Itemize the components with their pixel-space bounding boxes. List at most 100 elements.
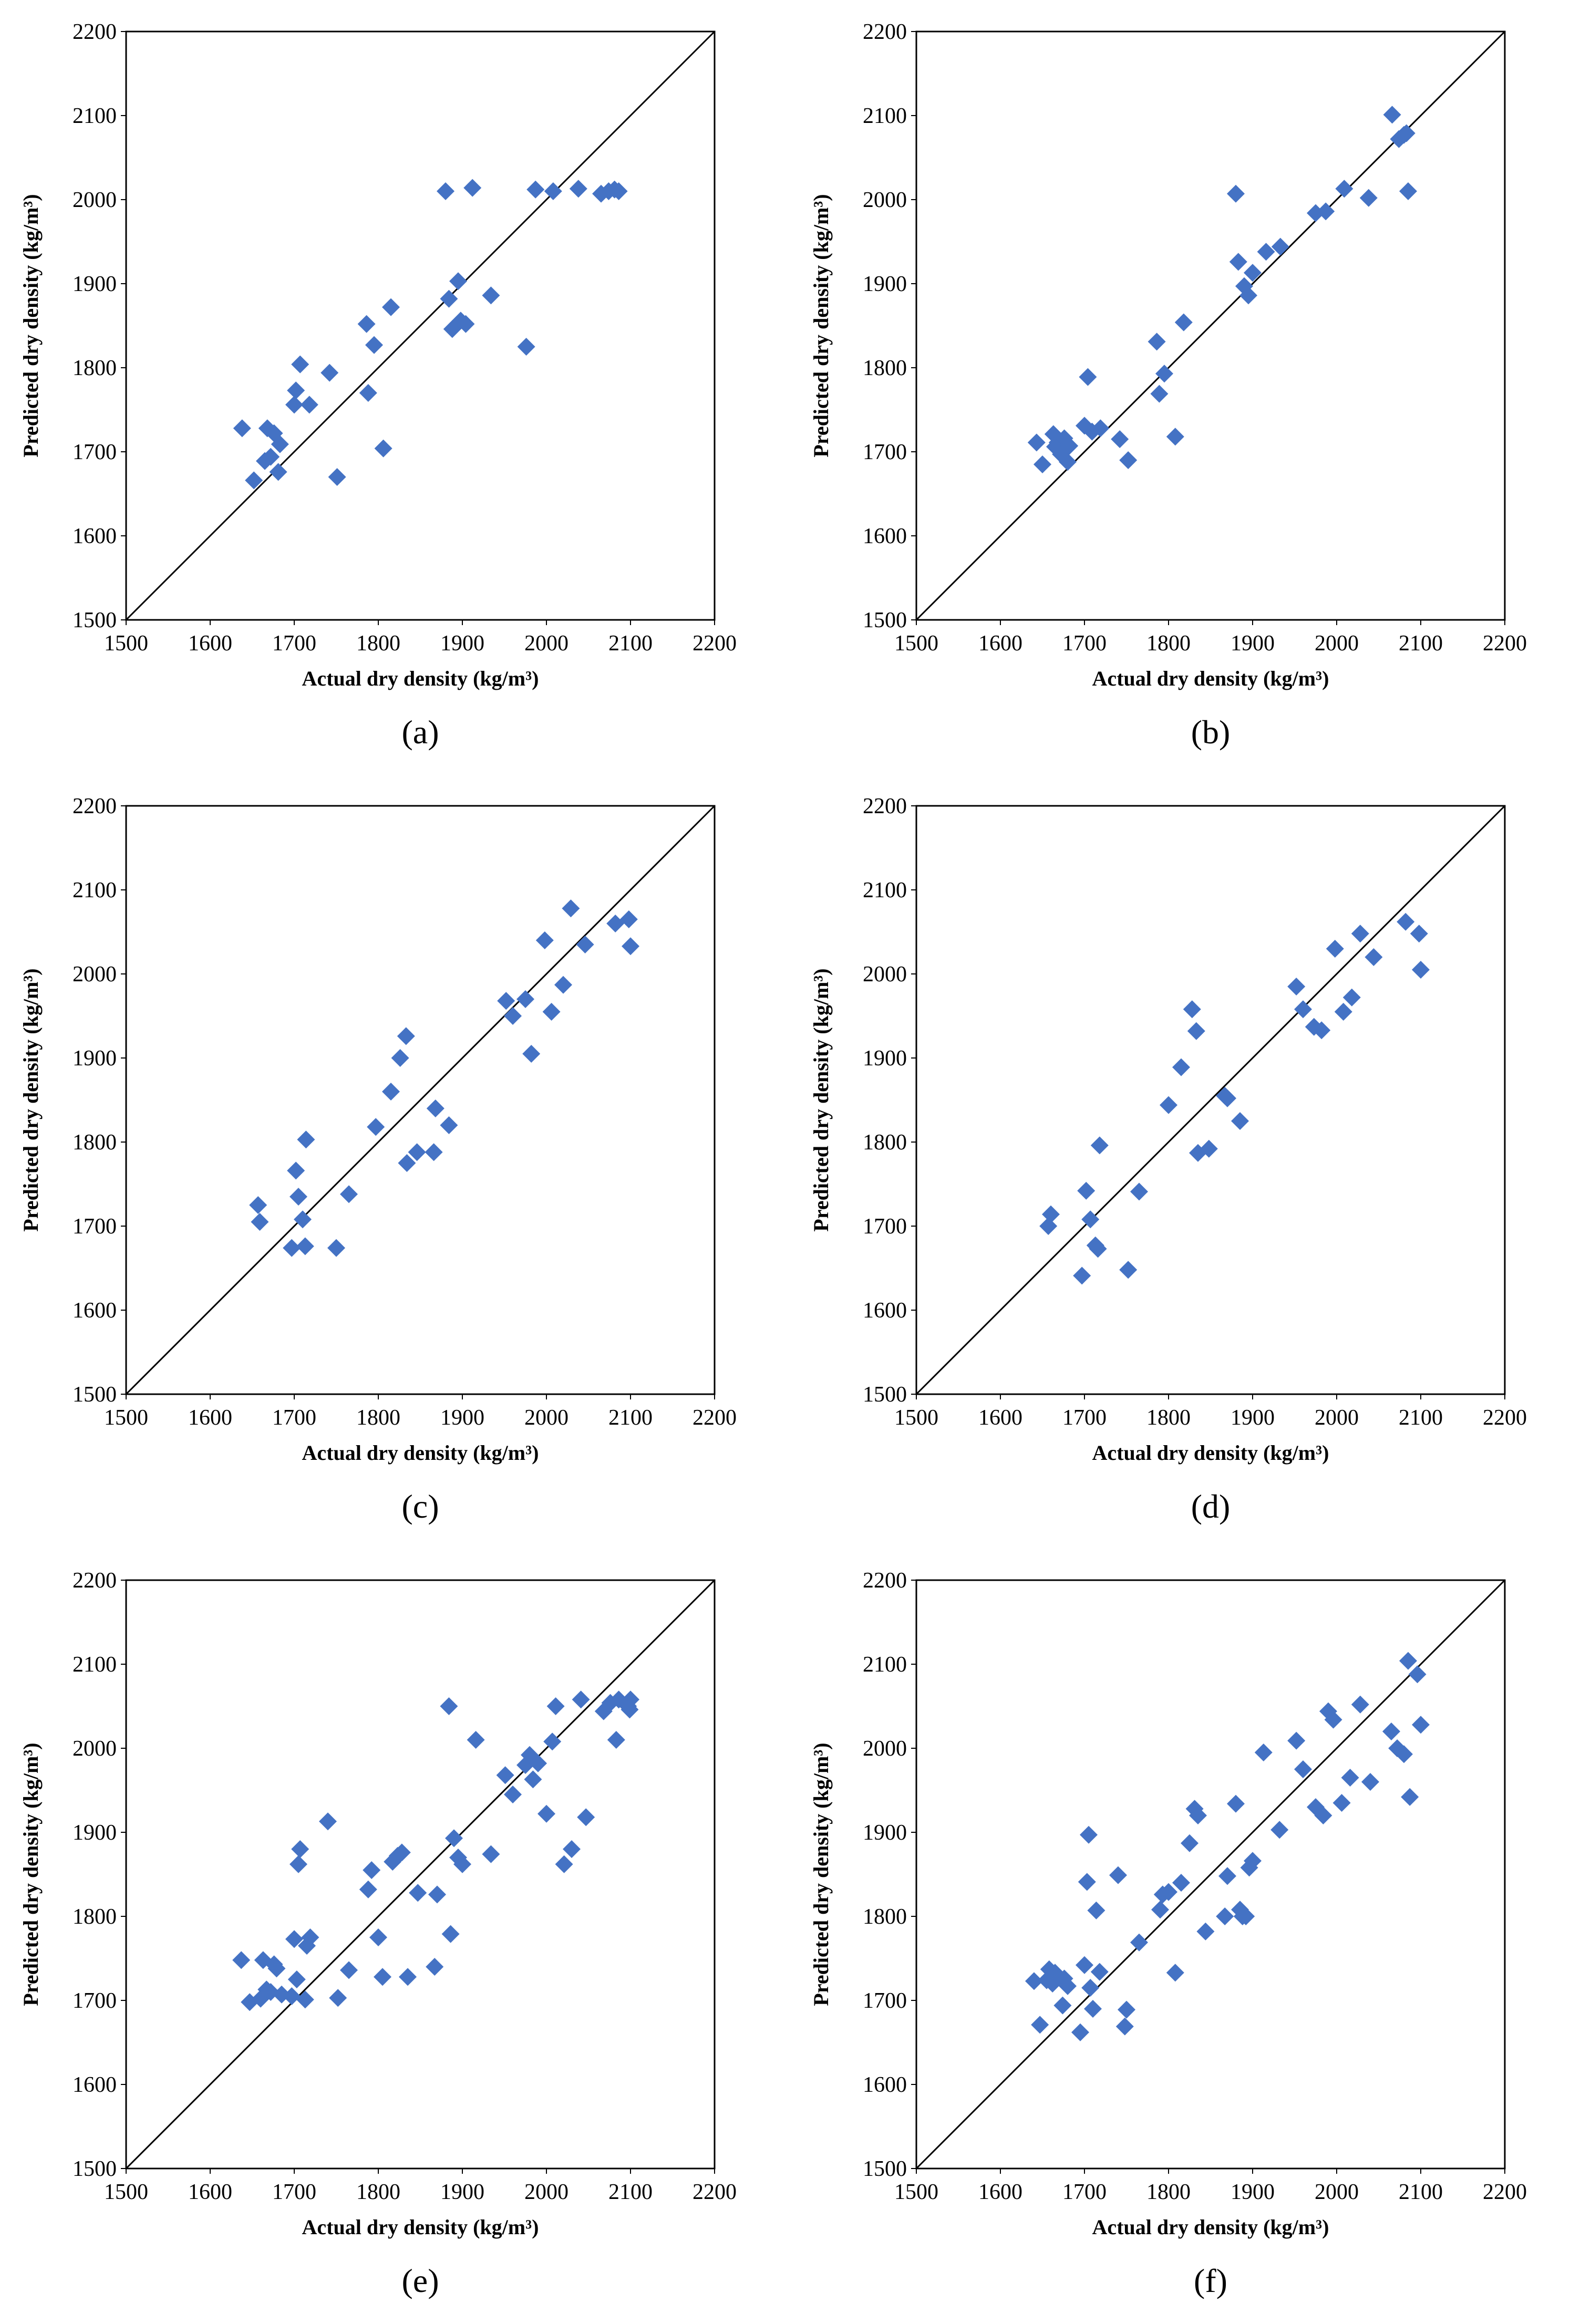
x-tick-label: 1900 bbox=[1231, 1406, 1275, 1430]
y-tick-label: 1600 bbox=[73, 1299, 117, 1323]
y-tick-label: 1800 bbox=[863, 1905, 907, 1929]
data-point bbox=[524, 1770, 542, 1789]
data-point bbox=[1408, 1665, 1427, 1684]
data-point bbox=[1109, 1866, 1127, 1884]
x-tick-label: 1700 bbox=[1062, 1406, 1107, 1430]
data-point bbox=[440, 289, 458, 308]
data-point bbox=[1155, 365, 1173, 383]
x-tick-label: 1600 bbox=[188, 631, 232, 656]
panel-c: 1500 1600 1700 1800 1900 2000 2100 2200 1500 1600… bbox=[0, 774, 790, 1549]
x-tick-label: 2200 bbox=[693, 631, 737, 656]
y-tick-label: 1800 bbox=[73, 1905, 117, 1929]
data-point bbox=[1314, 1807, 1332, 1824]
x-tick-label: 2000 bbox=[524, 631, 569, 656]
x-tick-label: 1800 bbox=[1146, 2180, 1191, 2204]
data-point bbox=[1115, 2017, 1134, 2036]
x-tick-label: 1700 bbox=[272, 1406, 316, 1430]
data-point bbox=[1189, 1807, 1207, 1824]
identity-line bbox=[125, 805, 716, 1395]
data-point bbox=[409, 1884, 427, 1902]
data-point bbox=[504, 1786, 522, 1803]
data-point bbox=[271, 435, 289, 453]
x-tick-label: 2000 bbox=[524, 1406, 569, 1430]
data-point bbox=[1229, 253, 1247, 271]
data-point bbox=[1412, 1716, 1430, 1734]
y-tick-label: 1900 bbox=[863, 272, 907, 296]
data-point bbox=[1313, 1021, 1331, 1040]
data-point bbox=[392, 1843, 411, 1862]
data-point bbox=[1257, 243, 1275, 261]
data-point bbox=[340, 1961, 358, 1979]
identity-line bbox=[125, 30, 716, 621]
data-point bbox=[1335, 180, 1353, 198]
data-point bbox=[1254, 1744, 1273, 1761]
data-point bbox=[1081, 1979, 1100, 1997]
data-point bbox=[1270, 1821, 1289, 1839]
data-point bbox=[1231, 1112, 1249, 1130]
data-point bbox=[1151, 1901, 1169, 1919]
data-point bbox=[522, 1045, 541, 1063]
data-point bbox=[1172, 1874, 1190, 1892]
y-tick-label: 1500 bbox=[863, 1383, 907, 1407]
data-point bbox=[273, 1985, 291, 2004]
plot-frame bbox=[915, 1579, 1506, 2170]
data-point bbox=[1359, 189, 1378, 207]
data-point bbox=[1244, 264, 1262, 282]
scatter-chart: 1500 1600 1700 1800 1900 2000 2100 2200 1500 1600… bbox=[19, 794, 737, 1525]
data-point bbox=[1240, 1859, 1258, 1877]
data-point bbox=[1076, 1956, 1093, 1974]
data-point bbox=[1119, 451, 1138, 469]
x-axis-title: Actual dry density (kg/m³) bbox=[1092, 1441, 1329, 1465]
x-tick-label: 1500 bbox=[104, 631, 148, 656]
data-point bbox=[1200, 1139, 1218, 1158]
data-point bbox=[1237, 1907, 1255, 1925]
data-point bbox=[1077, 1181, 1096, 1200]
x-tick-label: 2100 bbox=[608, 2180, 653, 2204]
y-axis-title: Predicted dry density (kg/m³) bbox=[19, 968, 43, 1231]
data-point bbox=[1150, 385, 1169, 403]
scatter-chart: 1500 1600 1700 1800 1900 2000 2100 2200 1500 1600… bbox=[809, 1569, 1527, 2299]
y-tick-label: 1600 bbox=[863, 2073, 907, 2097]
panel-caption: (a) bbox=[401, 713, 439, 751]
data-point bbox=[428, 1885, 446, 1904]
x-tick-label: 2100 bbox=[608, 631, 653, 656]
data-point bbox=[576, 936, 594, 953]
y-tick-label: 1800 bbox=[863, 1130, 907, 1155]
x-tick-label: 2000 bbox=[1315, 2180, 1359, 2204]
data-point bbox=[1081, 1210, 1100, 1229]
y-axis-title: Predicted dry density (kg/m³) bbox=[809, 968, 833, 1231]
data-point bbox=[285, 1930, 303, 1948]
x-tick-label: 1900 bbox=[1231, 631, 1275, 656]
x-tick-label: 1600 bbox=[978, 1406, 1022, 1430]
data-point bbox=[391, 1049, 409, 1067]
data-point bbox=[408, 1143, 426, 1161]
data-point bbox=[482, 286, 500, 305]
data-point bbox=[572, 1690, 590, 1709]
data-point bbox=[1119, 1261, 1138, 1279]
data-point bbox=[441, 1925, 460, 1943]
data-point bbox=[296, 1990, 314, 2009]
data-point bbox=[1239, 286, 1257, 305]
data-point bbox=[569, 180, 587, 198]
data-point bbox=[482, 1845, 500, 1863]
data-point bbox=[382, 298, 400, 316]
y-tick-label: 1600 bbox=[73, 2073, 117, 2097]
identity-line bbox=[915, 805, 1506, 1395]
x-tick-label: 1700 bbox=[1062, 631, 1107, 656]
x-tick-label: 1600 bbox=[188, 1406, 232, 1430]
data-point bbox=[1174, 313, 1193, 331]
data-point bbox=[621, 1700, 639, 1719]
x-tick-label: 1800 bbox=[1146, 1406, 1191, 1430]
data-point bbox=[1080, 1825, 1098, 1844]
data-point bbox=[241, 1993, 259, 2011]
data-point bbox=[1397, 912, 1415, 931]
x-tick-label: 1900 bbox=[1231, 2180, 1275, 2204]
data-point bbox=[619, 910, 638, 928]
data-point bbox=[1319, 1702, 1337, 1720]
data-point bbox=[1305, 1018, 1323, 1036]
data-point bbox=[1027, 433, 1046, 452]
data-point bbox=[543, 1732, 562, 1751]
data-point bbox=[290, 1855, 307, 1873]
data-point bbox=[365, 336, 383, 354]
data-point bbox=[535, 931, 554, 949]
